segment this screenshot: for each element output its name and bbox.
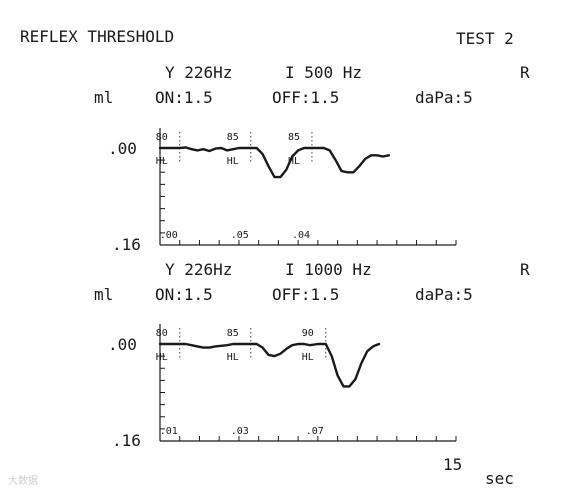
stimulus-frequency-label: I 500 Hz (285, 63, 362, 82)
stimulus-level-label: 85 (227, 328, 239, 339)
on-time-label: ON:1.5 (155, 88, 213, 107)
stimulus-level-label: 85 (288, 132, 300, 143)
y-tick-label-top: .00 (108, 335, 137, 354)
off-time-label: OFF:1.5 (272, 88, 339, 107)
stimulus-level-label: 90 (302, 328, 314, 339)
time-axis-unit-label: sec (485, 469, 514, 488)
report-title: REFLEX THRESHOLD (20, 27, 174, 46)
stimulus-unit-label: HL (156, 156, 168, 167)
off-time-label: OFF:1.5 (272, 285, 339, 304)
y-unit-label: ml (94, 88, 113, 107)
y-tick-label-top: .00 (108, 139, 137, 158)
stimulus-level-label: 80 (156, 132, 168, 143)
stimulus-unit-label: HL (227, 352, 239, 363)
ear-label: R (520, 63, 530, 82)
y-tick-label-bottom: .16 (112, 431, 141, 450)
stimulus-unit-label: HL (288, 156, 300, 167)
reflex-amplitude-label: .05 (231, 230, 249, 241)
stimulus-level-label: 85 (227, 132, 239, 143)
y-tick-label-bottom: .16 (112, 235, 141, 254)
on-time-label: ON:1.5 (155, 285, 213, 304)
stimulus-unit-label: HL (227, 156, 239, 167)
pressure-label: daPa:5 (415, 88, 473, 107)
compliance-trace (158, 342, 381, 388)
time-axis-max-label: 15 (443, 455, 462, 474)
watermark-text: 大数据 (8, 474, 38, 487)
reflex-panel-1: Y 226Hz I 500 Hz Rml ON:1.5 OFF:1.5 daPa:5 .00… (94, 63, 530, 254)
probe-frequency-label: Y 226Hz (165, 63, 232, 82)
reflex-amplitude-label: .03 (231, 426, 249, 437)
reflex-panel-2: Y 226Hz I 1000 Hz Rml ON:1.5 OFF:1.5 daPa:5 .0… (94, 260, 530, 450)
probe-frequency-label: Y 226Hz (165, 260, 232, 279)
test-label: TEST 2 (456, 29, 514, 48)
reflex-panels: Y 226Hz I 500 Hz Rml ON:1.5 OFF:1.5 daPa:5 .00… (94, 63, 530, 450)
reflex-amplitude-label: .04 (292, 230, 310, 241)
reflex-amplitude-label: .00 (160, 230, 178, 241)
stimulus-unit-label: HL (302, 352, 314, 363)
stimulus-frequency-label: I 1000 Hz (285, 260, 372, 279)
stimulus-level-label: 80 (156, 328, 168, 339)
y-unit-label: ml (94, 285, 113, 304)
reflex-amplitude-label: .07 (306, 426, 324, 437)
pressure-label: daPa:5 (415, 285, 473, 304)
compliance-trace (158, 146, 391, 179)
reflex-amplitude-label: .01 (160, 426, 178, 437)
stimulus-unit-label: HL (156, 352, 168, 363)
ear-label: R (520, 260, 530, 279)
